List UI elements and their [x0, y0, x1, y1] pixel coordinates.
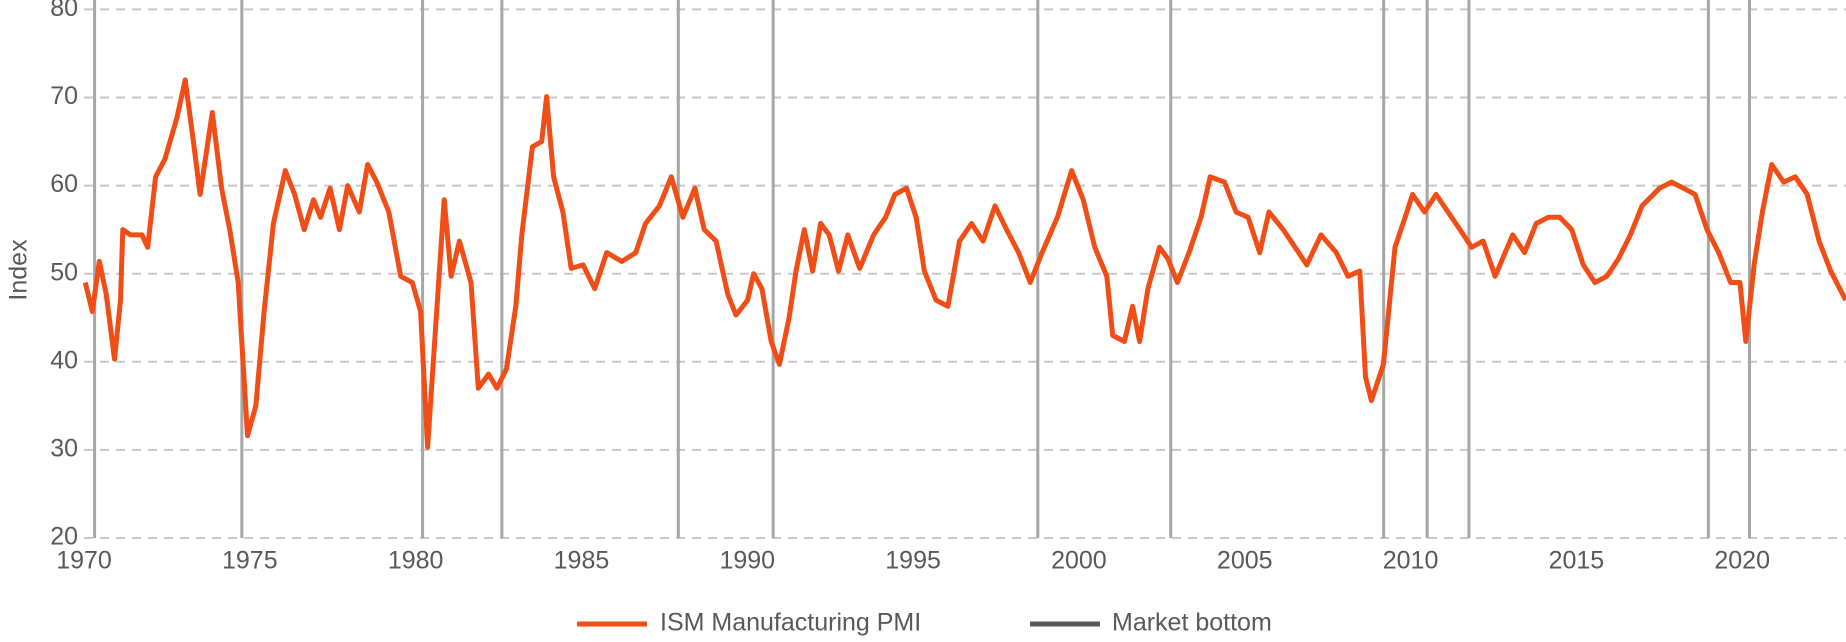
x-tick-label: 1990 [719, 547, 775, 575]
legend-label: ISM Manufacturing PMI [660, 609, 921, 637]
y-tick-label: 30 [50, 435, 78, 463]
x-tick-label: 1985 [554, 547, 610, 575]
x-tick-label: 1975 [222, 547, 278, 575]
y-axis-label: Index [5, 239, 33, 301]
x-tick-label: 2005 [1217, 547, 1273, 575]
y-tick-label: 80 [50, 0, 78, 22]
x-tick-label: 1970 [56, 547, 112, 575]
y-tick-label: 50 [50, 258, 78, 286]
x-tick-label: 2020 [1714, 547, 1770, 575]
x-tick-label: 2000 [1051, 547, 1107, 575]
x-tick-label: 2015 [1549, 547, 1605, 575]
x-tick-label: 2010 [1383, 547, 1439, 575]
x-tick-label: 1995 [885, 547, 941, 575]
y-tick-label: 20 [50, 523, 78, 551]
pmi-line [82, 77, 1846, 450]
y-tick-label: 40 [50, 346, 78, 374]
legend-label: Market bottom [1112, 609, 1272, 637]
y-tick-label: 60 [50, 170, 78, 198]
x-tick-label: 1980 [388, 547, 444, 575]
y-tick-label: 70 [50, 82, 78, 110]
